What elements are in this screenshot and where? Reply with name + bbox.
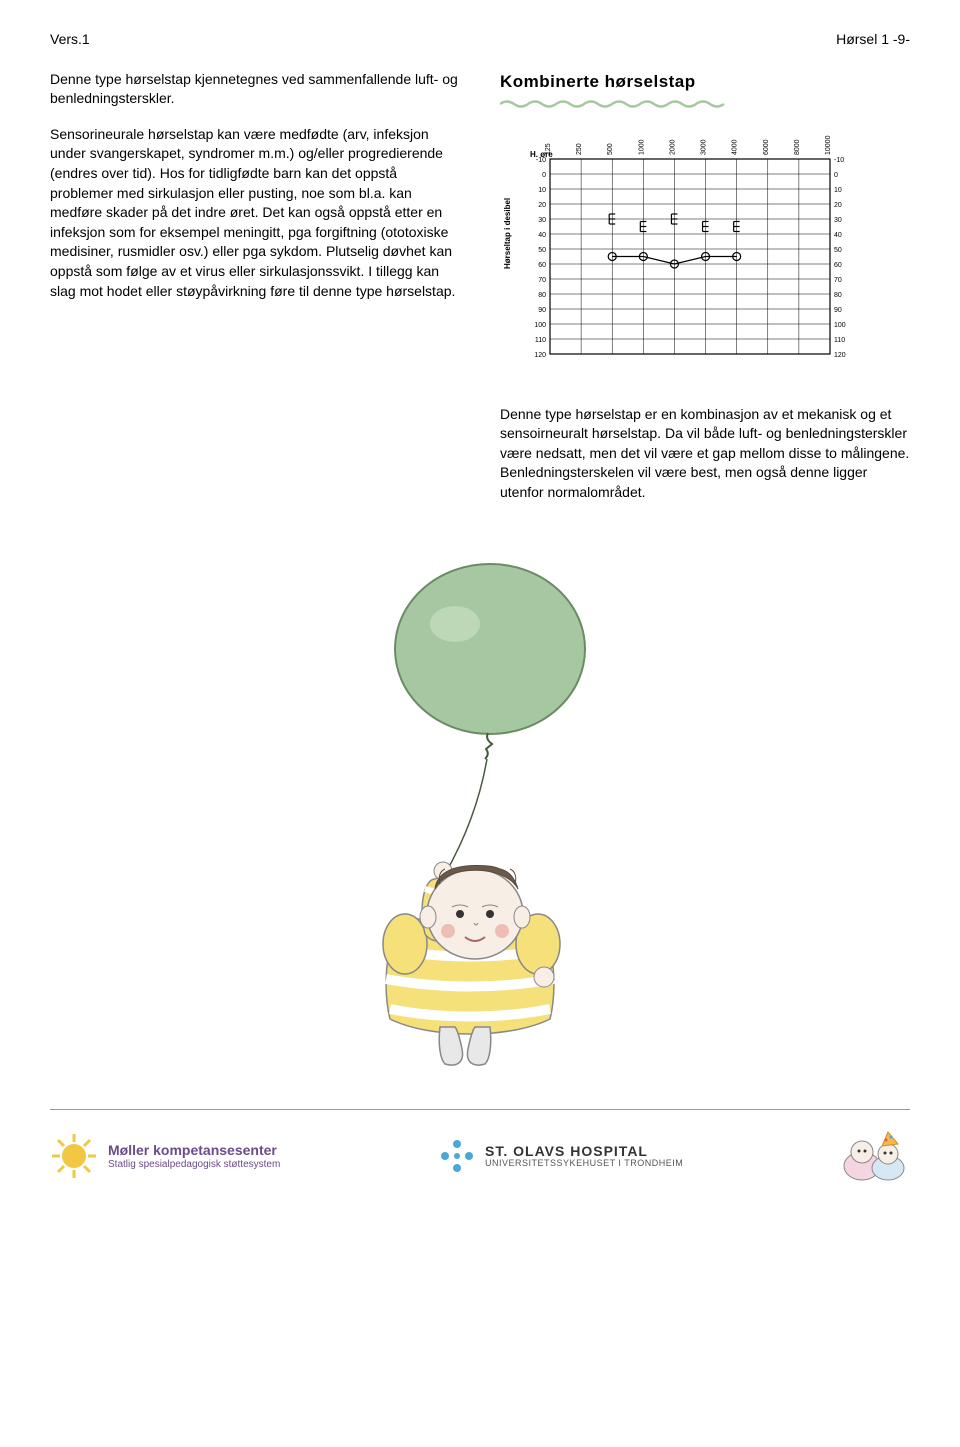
svg-text:30: 30 (834, 217, 842, 224)
audiogram-ylabel: Hørseltap i desibel (503, 198, 512, 269)
svg-text:40: 40 (834, 232, 842, 239)
svg-text:60: 60 (834, 262, 842, 269)
svg-text:20: 20 (538, 202, 546, 209)
head-icon (427, 869, 523, 959)
svg-text:125: 125 (545, 143, 552, 155)
para-combined: Denne type hørselstap er en kombinasjon … (500, 405, 910, 503)
footer-center-logo: ST. OLAVS HOSPITAL UNIVERSITETSSYKEHUSET… (437, 1136, 683, 1176)
svg-text:50: 50 (834, 247, 842, 254)
svg-text:70: 70 (834, 277, 842, 284)
svg-text:120: 120 (834, 352, 846, 359)
svg-text:10000: 10000 (825, 135, 832, 155)
footer-divider (50, 1109, 910, 1110)
balloon-icon (395, 564, 585, 734)
svg-text:3000: 3000 (701, 139, 708, 155)
svg-text:0: 0 (834, 172, 838, 179)
svg-text:100: 100 (834, 322, 846, 329)
svg-text:-10: -10 (536, 157, 546, 164)
svg-text:110: 110 (834, 337, 845, 344)
footer-left-sub: Statlig spesialpedagogisk støttesystem (108, 1159, 280, 1170)
right-heading: Kombinerte hørselstap (500, 70, 910, 94)
footer-center-sub: UNIVERSITETSSYKEHUSET I TRONDHEIM (485, 1159, 683, 1169)
svg-text:120: 120 (534, 352, 546, 359)
svg-text:30: 30 (538, 217, 546, 224)
footer-left-logo: Møller kompetansesenter Statlig spesialp… (50, 1132, 280, 1180)
svg-text:500: 500 (607, 143, 614, 155)
svg-text:70: 70 (538, 277, 546, 284)
svg-text:10: 10 (538, 187, 546, 194)
footer: Møller kompetansesenter Statlig spesialp… (50, 1124, 910, 1190)
svg-text:80: 80 (834, 292, 842, 299)
page-label: Hørsel 1 -9- (836, 30, 910, 50)
svg-text:40: 40 (538, 232, 546, 239)
svg-text:110: 110 (535, 337, 546, 344)
svg-text:0: 0 (542, 172, 546, 179)
svg-text:4000: 4000 (732, 139, 739, 155)
svg-text:10: 10 (834, 187, 842, 194)
svg-text:6000: 6000 (763, 139, 770, 155)
svg-text:90: 90 (538, 307, 546, 314)
svg-text:2000: 2000 (669, 139, 676, 155)
svg-text:20: 20 (834, 202, 842, 209)
svg-text:250: 250 (576, 143, 583, 155)
svg-text:90: 90 (834, 307, 842, 314)
babies-icon (840, 1124, 910, 1184)
version-label: Vers.1 (50, 30, 90, 50)
para-detail: Sensorineurale hørselstap kan være medfø… (50, 125, 460, 301)
right-column: Kombinerte hørselstap Hørseltap i desibe… (500, 70, 910, 519)
svg-text:100: 100 (534, 322, 546, 329)
audiogram-chart: Hørseltap i desibel H. øre -100102030405… (500, 129, 860, 379)
dots-icon (437, 1136, 477, 1176)
para-intro: Denne type hørselstap kjennetegnes ved s… (50, 70, 460, 109)
svg-text:80: 80 (538, 292, 546, 299)
svg-text:8000: 8000 (794, 139, 801, 155)
svg-text:50: 50 (538, 247, 546, 254)
svg-text:1000: 1000 (638, 139, 645, 155)
footer-right-cartoon (840, 1124, 910, 1190)
footer-left-name: Møller kompetansesenter (108, 1143, 280, 1158)
heading-underline-icon (500, 99, 730, 109)
footer-center-name: ST. OLAVS HOSPITAL (485, 1144, 683, 1159)
svg-text:60: 60 (538, 262, 546, 269)
child-balloon-illustration (50, 549, 910, 1069)
svg-text:-10: -10 (834, 157, 844, 164)
sun-icon (50, 1132, 98, 1180)
left-column: Denne type hørselstap kjennetegnes ved s… (50, 70, 460, 519)
